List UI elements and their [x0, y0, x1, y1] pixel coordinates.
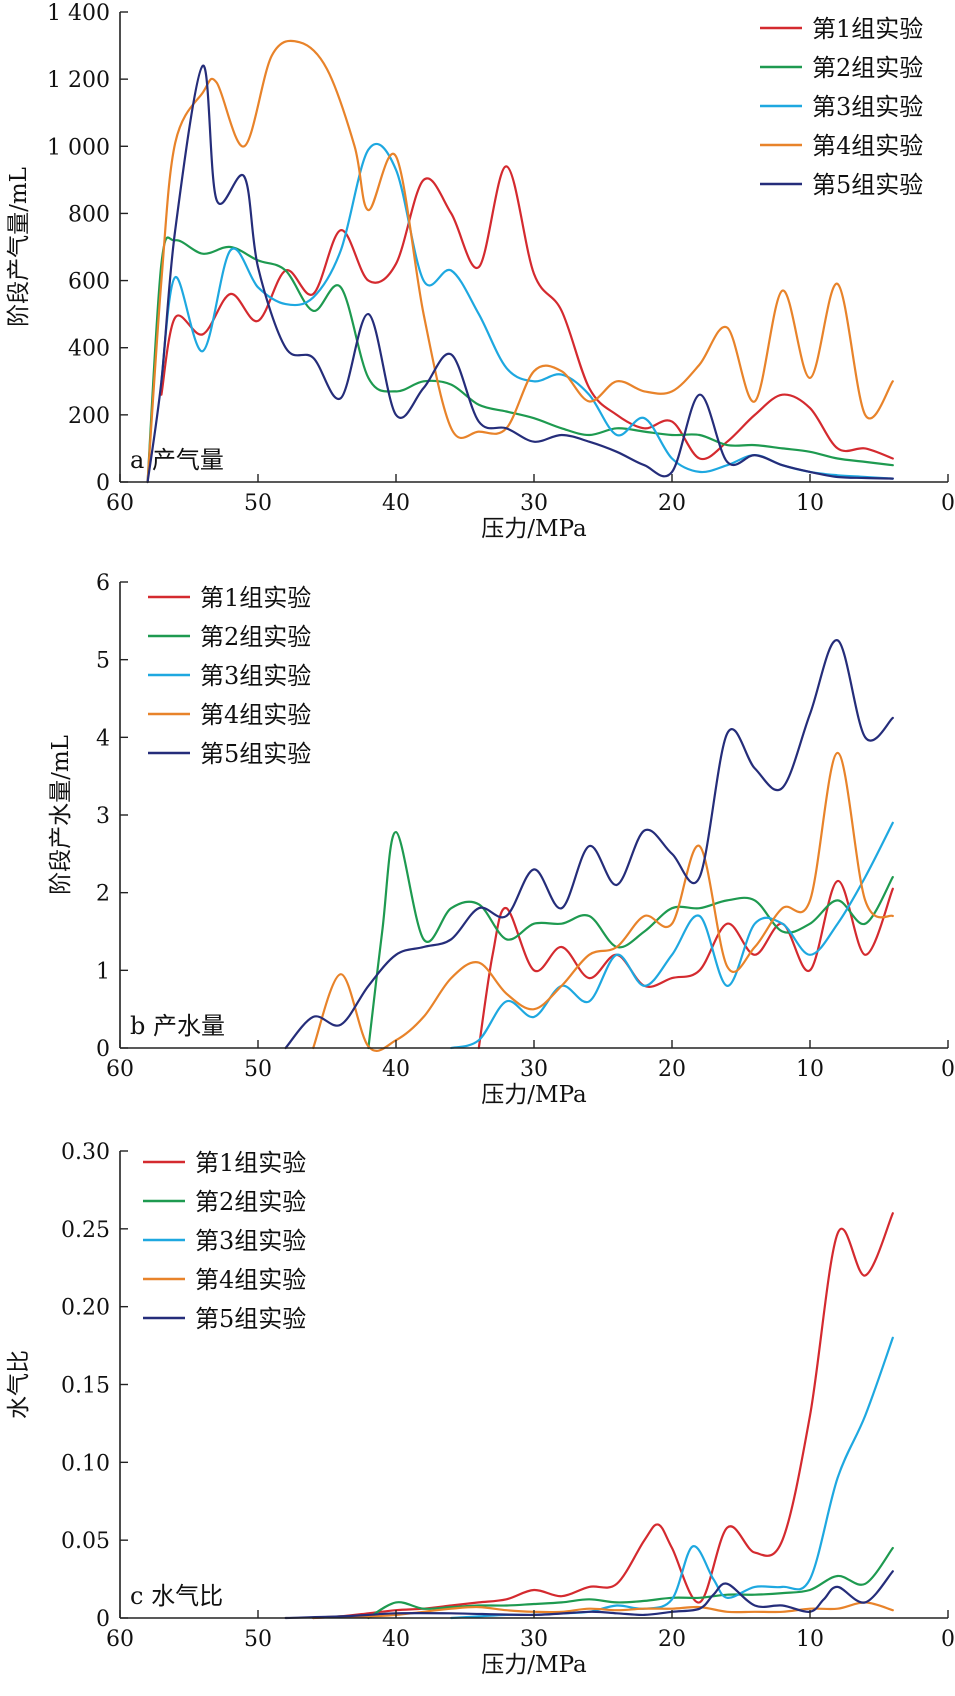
legend-label: 第5组实验 — [195, 1305, 306, 1333]
x-tick-label: 0 — [941, 1627, 955, 1652]
y-axis-label: 阶段产气量/mL — [6, 167, 32, 327]
x-axis-label: 压力/MPa — [481, 1652, 587, 1678]
x-tick-label: 40 — [382, 1627, 410, 1652]
legend-label: 第1组实验 — [200, 584, 311, 612]
y-tick-label: 400 — [68, 337, 110, 362]
y-tick-label: 0 — [96, 471, 110, 496]
legend-label: 第4组实验 — [200, 701, 311, 729]
y-tick-label: 0 — [96, 1037, 110, 1062]
chart-panel-2: 0 1 2 3 4 5 6 60 50 40 30 20 10 0 压力/MPa 阶段产水量/mL b 产水量 第… — [48, 571, 955, 1108]
x-tick-label: 0 — [941, 491, 955, 516]
panel-label: b 产水量 — [130, 1012, 225, 1040]
series-line-5 — [146, 64, 894, 484]
x-tick-label: 10 — [796, 491, 824, 516]
x-tick-label: 0 — [941, 1057, 955, 1082]
y-tick-label: 200 — [68, 404, 110, 429]
series-line-1 — [477, 879, 894, 1050]
y-tick-label: 3 — [96, 804, 110, 829]
x-tick-label: 50 — [244, 1627, 272, 1652]
x-tick-label: 20 — [658, 1627, 686, 1652]
y-tick-label: 4 — [96, 726, 110, 751]
series-line-1 — [312, 1212, 894, 1620]
y-axis-label: 水气比 — [6, 1350, 32, 1419]
legend-label: 第2组实验 — [195, 1188, 306, 1216]
y-tick-label: 0.15 — [61, 1374, 110, 1399]
chart-panel-3: 0 0.05 0.10 0.15 0.20 0.25 0.30 60 50 40 30 20 10 0 压力… — [6, 1140, 955, 1678]
series-line-4 — [146, 39, 894, 484]
x-axis-label: 压力/MPa — [481, 1082, 587, 1108]
y-tick-label: 5 — [96, 649, 110, 674]
y-tick-label: 0.10 — [61, 1451, 110, 1476]
y-axis-label: 阶段产水量/mL — [48, 735, 74, 895]
x-tick-label: 60 — [106, 1057, 134, 1082]
legend-label: 第3组实验 — [812, 93, 923, 121]
series-line-2 — [367, 830, 894, 1050]
series-line-2 — [146, 236, 894, 484]
y-tick-label: 0 — [96, 1607, 110, 1632]
series-line-2 — [367, 1546, 894, 1620]
y-tick-label: 1 — [96, 959, 110, 984]
x-tick-label: 50 — [244, 491, 272, 516]
x-tick-label: 50 — [244, 1057, 272, 1082]
series-line-4 — [312, 751, 894, 1052]
legend-label: 第3组实验 — [195, 1227, 306, 1255]
series-line-5 — [284, 1570, 894, 1620]
y-tick-label: 6 — [96, 571, 110, 596]
legend-label: 第5组实验 — [200, 740, 311, 768]
x-tick-label: 30 — [520, 1057, 548, 1082]
x-tick-label: 10 — [796, 1057, 824, 1082]
legend-label: 第1组实验 — [195, 1149, 306, 1177]
legend-label: 第2组实验 — [200, 623, 311, 651]
chart-panel-1: 0 200 400 600 800 1 000 1 200 1 400 60 50 40 30 20 10… — [6, 1, 955, 542]
y-tick-label: 2 — [96, 882, 110, 907]
y-tick-label: 600 — [68, 270, 110, 295]
legend-label: 第1组实验 — [812, 15, 923, 43]
y-tick-label: 1 200 — [47, 68, 110, 93]
legend-label: 第4组实验 — [812, 132, 923, 160]
y-tick-label: 0.05 — [61, 1529, 110, 1554]
x-tick-label: 20 — [658, 1057, 686, 1082]
y-tick-label: 800 — [68, 202, 110, 227]
panel-label: a 产气量 — [130, 446, 224, 474]
y-tick-label: 0.20 — [61, 1296, 110, 1321]
x-tick-label: 40 — [382, 491, 410, 516]
x-tick-label: 10 — [796, 1627, 824, 1652]
x-tick-label: 30 — [520, 1627, 548, 1652]
y-tick-label: 0.30 — [61, 1140, 110, 1165]
x-tick-label: 60 — [106, 491, 134, 516]
series-line-1 — [160, 165, 894, 461]
y-tick-label: 1 400 — [47, 1, 110, 26]
legend-label: 第3组实验 — [200, 662, 311, 690]
legend-label: 第5组实验 — [812, 171, 923, 199]
x-tick-label: 30 — [520, 491, 548, 516]
x-tick-label: 60 — [106, 1627, 134, 1652]
legend-label: 第2组实验 — [812, 54, 923, 82]
y-tick-label: 0.25 — [61, 1218, 110, 1243]
panel-label: c 水气比 — [130, 1582, 223, 1610]
x-tick-label: 20 — [658, 491, 686, 516]
x-tick-label: 40 — [382, 1057, 410, 1082]
y-tick-label: 1 000 — [47, 135, 110, 160]
series-line-5 — [284, 639, 894, 1050]
series-line-3 — [450, 821, 894, 1050]
legend-label: 第4组实验 — [195, 1266, 306, 1294]
x-axis-label: 压力/MPa — [481, 516, 587, 542]
series-line-3 — [450, 1336, 894, 1620]
